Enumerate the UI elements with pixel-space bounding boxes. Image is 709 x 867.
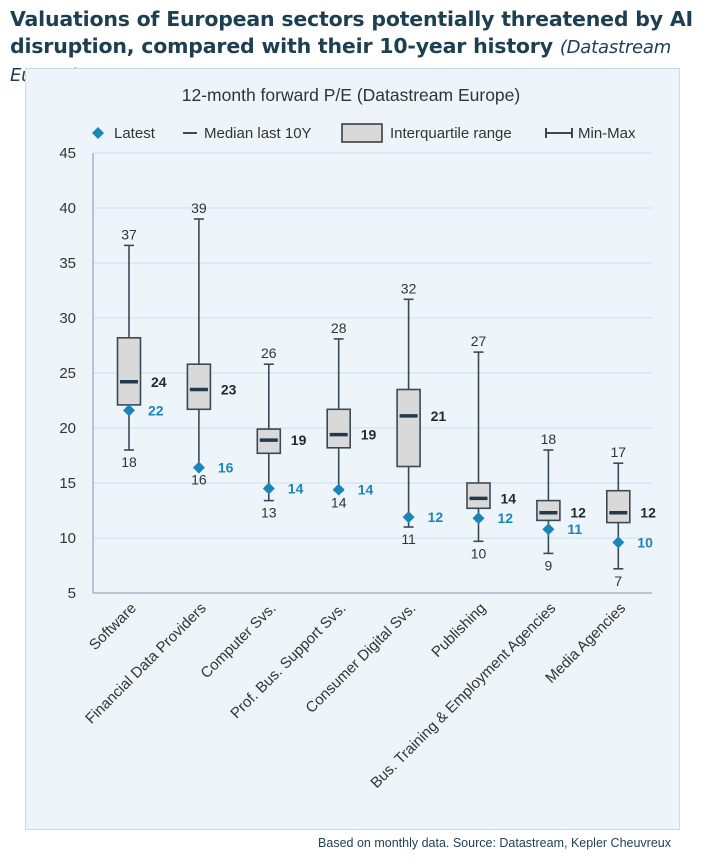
- latest-marker: [542, 523, 555, 536]
- iqr-box: [326, 408, 352, 449]
- median-value-label: 12: [640, 505, 656, 521]
- max-value-label: 28: [331, 320, 347, 336]
- legend-iqr-marker: [341, 123, 383, 143]
- y-tick-label: 25: [59, 365, 76, 382]
- y-tick-label: 40: [59, 200, 76, 217]
- chart-subtitle: 12-month forward P/E (Datastream Europe): [182, 85, 520, 105]
- chart-title-main: Valuations of European sectors potential…: [10, 7, 693, 58]
- min-value-label: 9: [545, 557, 553, 573]
- latest-marker: [612, 536, 625, 549]
- median-value-label: 19: [361, 427, 377, 443]
- chart-panel: [25, 68, 680, 830]
- median-value-label: 19: [291, 432, 307, 448]
- min-value-label: 11: [401, 531, 416, 547]
- iqr-box: [605, 489, 631, 524]
- y-tick-label: 20: [59, 420, 76, 437]
- legend-latest-marker: [92, 127, 104, 139]
- latest-value-label: 16: [218, 460, 234, 476]
- iqr-box: [466, 482, 491, 510]
- y-tick-label: 15: [59, 475, 76, 492]
- iqr-box: [396, 388, 421, 468]
- latest-value-label: 12: [498, 510, 514, 526]
- max-value-label: 32: [401, 280, 417, 296]
- y-tick-label: 5: [68, 585, 76, 602]
- legend-iqr-label: Interquartile range: [390, 125, 512, 142]
- latest-marker: [472, 512, 485, 525]
- latest-value-label: 22: [148, 402, 164, 418]
- y-tick-label: 45: [59, 145, 76, 162]
- latest-marker: [123, 404, 135, 417]
- max-value-label: 37: [121, 226, 137, 242]
- iqr-box: [186, 363, 212, 411]
- min-value-label: 13: [261, 505, 277, 521]
- y-tick-label: 30: [59, 310, 76, 327]
- median-value-label: 14: [501, 490, 517, 506]
- latest-value-label: 12: [428, 509, 444, 525]
- x-category-label: Software: [86, 600, 140, 654]
- latest-value-label: 14: [288, 481, 304, 497]
- iqr-box: [536, 499, 561, 522]
- latest-value-label: 10: [637, 534, 653, 550]
- footer-source: Based on monthly data. Source: Datastrea…: [318, 836, 671, 850]
- max-value-label: 27: [471, 333, 487, 349]
- latest-marker: [262, 482, 275, 495]
- legend-latest-label: Latest: [114, 125, 156, 142]
- median-value-label: 24: [151, 374, 167, 390]
- x-category-label: Prof. Bus. Support Svs.: [227, 600, 349, 722]
- min-value-label: 18: [121, 454, 137, 470]
- latest-marker: [402, 511, 415, 524]
- min-value-label: 14: [331, 495, 347, 511]
- max-value-label: 26: [261, 345, 277, 361]
- min-value-label: 16: [191, 472, 207, 488]
- max-value-label: 17: [611, 444, 627, 460]
- chart-title: Valuations of European sectors potential…: [10, 6, 709, 89]
- iqr-box: [116, 336, 142, 406]
- latest-marker: [332, 483, 345, 496]
- latest-marker: [192, 461, 205, 474]
- x-category-label: Publishing: [428, 600, 489, 661]
- y-tick-label: 35: [59, 255, 76, 272]
- min-value-label: 10: [471, 545, 487, 561]
- median-value-label: 21: [431, 408, 447, 424]
- x-category-label: Financial Data Providers: [82, 600, 210, 728]
- max-value-label: 18: [541, 431, 557, 447]
- latest-value-label: 14: [358, 482, 374, 498]
- legend-median-label: Median last 10Y: [204, 125, 312, 142]
- latest-value-label: 11: [567, 521, 582, 537]
- legend-minmax-label: Min-Max: [578, 125, 636, 142]
- max-value-label: 39: [191, 200, 207, 216]
- min-value-label: 7: [614, 573, 622, 589]
- median-value-label: 12: [570, 505, 586, 521]
- median-value-label: 23: [221, 382, 237, 398]
- y-tick-label: 10: [59, 530, 76, 547]
